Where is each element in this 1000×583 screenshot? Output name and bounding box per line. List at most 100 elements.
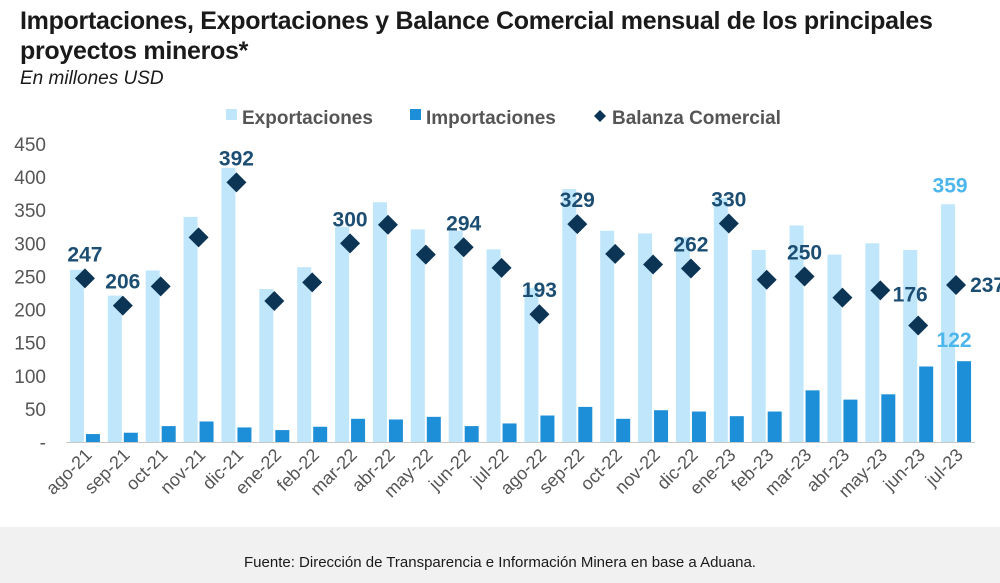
- bar-exportaciones: [183, 216, 198, 442]
- y-tick-label: 100: [14, 367, 46, 388]
- data-label: 176: [893, 283, 928, 306]
- y-tick-label: 50: [25, 400, 46, 421]
- chart-area: Exportaciones Importaciones Balanza Come…: [14, 108, 1000, 501]
- balanza-marker: [718, 213, 739, 234]
- data-label: 250: [787, 241, 822, 264]
- bar-exportaciones: [865, 243, 880, 442]
- legend-label-exportaciones: Exportaciones: [242, 108, 373, 129]
- legend: Exportaciones Importaciones Balanza Come…: [226, 108, 781, 129]
- bar-importaciones: [85, 434, 100, 442]
- bar-importaciones: [161, 426, 176, 442]
- bar-importaciones: [881, 394, 896, 442]
- bar-importaciones: [691, 411, 706, 442]
- bar-exportaciones: [675, 237, 690, 442]
- bar-exportaciones: [107, 295, 122, 442]
- y-tick-label: 300: [14, 234, 46, 255]
- bar-exportaciones: [751, 249, 766, 442]
- balanza-marker: [377, 214, 398, 235]
- bar-importaciones: [578, 406, 593, 442]
- bar-exportaciones: [638, 233, 653, 442]
- bar-exportaciones: [903, 249, 918, 442]
- balanza-marker: [908, 315, 929, 336]
- bar-exportaciones: [600, 230, 615, 442]
- bar-exportaciones: [372, 202, 387, 442]
- balanza-marker: [74, 268, 95, 289]
- bar-importaciones: [199, 421, 214, 442]
- bar-importaciones: [843, 399, 858, 442]
- bar-importaciones: [729, 416, 744, 442]
- legend-label-balanza: Balanza Comercial: [612, 108, 781, 129]
- balanza-marker: [832, 287, 853, 308]
- bar-importaciones: [237, 427, 252, 442]
- chart-title: Importaciones, Exportaciones y Balance C…: [20, 7, 933, 65]
- bar-exportaciones: [827, 254, 842, 442]
- balanza-marker: [529, 304, 550, 325]
- y-tick-label: 400: [14, 168, 46, 189]
- bar-exportaciones: [524, 287, 539, 442]
- y-tick-label: 350: [14, 201, 46, 222]
- bar-exportaciones: [145, 270, 160, 442]
- bar-importaciones: [654, 410, 669, 442]
- bar-importaciones: [275, 430, 290, 442]
- chart-subtitle: En millones USD: [20, 68, 164, 89]
- balanza-marker: [340, 233, 361, 254]
- data-label: 294: [446, 212, 481, 235]
- data-label: 329: [560, 189, 595, 212]
- x-tick-label: jun-23: [879, 445, 929, 495]
- balanza-marker: [605, 243, 626, 264]
- bar-importaciones: [123, 432, 138, 442]
- balanza-marker: [453, 237, 474, 258]
- bar-importaciones: [388, 419, 403, 442]
- bar-importaciones: [464, 426, 479, 442]
- balanza-marker: [188, 227, 209, 248]
- bar-importaciones: [616, 418, 631, 442]
- y-tick-label: 200: [14, 301, 46, 322]
- balanza-marker: [112, 295, 133, 316]
- bar-importaciones: [767, 411, 782, 442]
- bar-exportaciones: [941, 204, 956, 442]
- legend-marker-balanza: [594, 110, 606, 122]
- legend-swatch-exportaciones: [226, 109, 237, 120]
- balanza-marker: [794, 266, 815, 287]
- data-label: 247: [67, 243, 102, 266]
- balanza-marker: [756, 269, 777, 290]
- data-label: 262: [673, 233, 708, 256]
- data-label: 330: [711, 188, 746, 211]
- footer: Fuente: Dirección de Transparencia e Inf…: [0, 527, 1000, 583]
- bar-exportaciones: [69, 269, 84, 442]
- bar-exportaciones: [410, 229, 425, 442]
- bar-importaciones: [540, 415, 555, 442]
- balanza-marker: [264, 290, 285, 311]
- data-label: 392: [219, 147, 254, 170]
- balanza-marker: [226, 172, 247, 193]
- data-label: 206: [105, 271, 140, 294]
- balanza-marker: [415, 244, 436, 265]
- data-label: 237: [970, 274, 1000, 297]
- bar-importaciones: [957, 361, 972, 442]
- bar-exportaciones: [486, 249, 501, 442]
- balanza-marker: [491, 257, 512, 278]
- y-tick-label: 450: [14, 135, 46, 156]
- data-label: 193: [522, 279, 557, 302]
- balanza-marker: [870, 280, 891, 301]
- balanza-marker: [302, 272, 323, 293]
- bar-importaciones: [919, 366, 934, 442]
- y-tick-label: -: [40, 433, 46, 454]
- balanza-marker: [150, 276, 171, 297]
- bar-exportaciones: [335, 226, 350, 442]
- legend-swatch-importaciones: [410, 109, 421, 120]
- data-label: 359: [933, 174, 968, 197]
- bar-exportaciones: [259, 289, 274, 442]
- bar-exportaciones: [297, 267, 312, 442]
- bar-exportaciones: [562, 189, 577, 442]
- legend-label-importaciones: Importaciones: [426, 108, 556, 129]
- balanza-marker: [946, 275, 967, 296]
- y-tick-label: 150: [14, 334, 46, 355]
- balanza-marker: [680, 258, 701, 279]
- bar-exportaciones: [448, 230, 463, 442]
- balanza-marker: [643, 254, 664, 275]
- bar-importaciones: [805, 390, 820, 442]
- x-tick-label: jun-22: [424, 445, 474, 495]
- bar-importaciones: [426, 416, 441, 442]
- bar-importaciones: [502, 423, 517, 442]
